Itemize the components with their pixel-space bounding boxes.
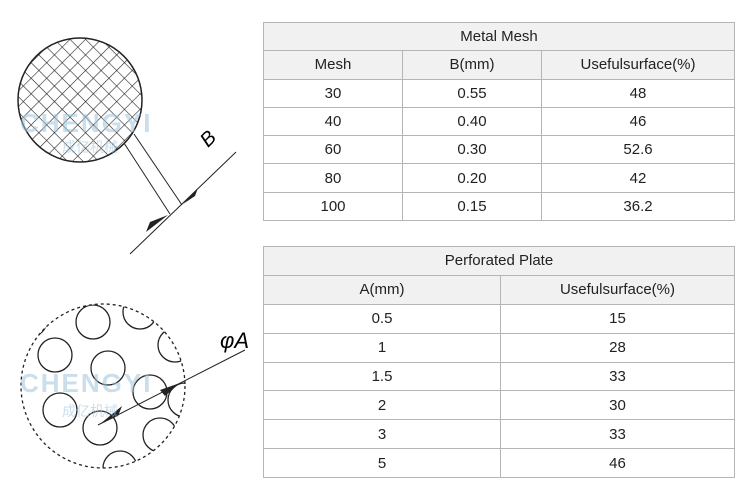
cell: 0.55 [402,78,542,108]
cell: 0.5 [263,303,501,334]
dimension-label: φA [220,328,249,353]
cell: 80 [263,163,403,193]
table-title: Perforated Plate [263,246,735,276]
cell: 30 [500,390,735,421]
title-row: Metal Mesh [262,21,736,52]
cell: 0.15 [402,191,542,222]
cell: 42 [540,163,736,193]
cell: 28 [500,332,735,363]
cell: 46 [500,448,735,479]
cell: 0.30 [402,135,542,165]
column-header: A(mm) [263,274,501,305]
data-row: 0.5 15 [263,303,735,334]
watermark-text: CHENGYI [20,368,152,398]
cell: 0.40 [402,106,542,137]
cell: 52.6 [540,135,736,165]
data-row: 60 0.30 52.6 [263,135,736,165]
watermark-subtext: 成亿机械 [62,403,118,419]
cell: 46 [540,106,736,137]
cell: 48 [540,78,736,108]
watermark: CHENGYI 成亿机械 CHENGYI 成亿机械 [20,108,152,419]
column-header: Mesh [263,50,403,80]
cell: 1.5 [263,361,501,392]
dimension-label: B [196,127,221,152]
header-row: Mesh B(mm) Usefulsurface(%) [263,50,736,80]
cell: 36.2 [540,191,736,222]
diagrams: B φA CHENGYI 成亿机械 CHENGYI 成亿机械 [17,37,249,469]
mesh-drawing: B [17,37,237,255]
watermark-subtext: 成亿机械 [62,139,118,155]
cell: 100 [263,191,403,222]
cell: 0.20 [402,163,542,193]
cell: 33 [500,419,735,450]
data-row: 40 0.40 46 [263,106,736,137]
cell: 1 [263,332,501,363]
cell: 30 [263,78,403,108]
cell: 2 [263,390,501,421]
title-row: Perforated Plate [263,246,735,276]
cell: 3 [263,419,501,450]
column-header: Usefulsurface(%) [500,274,735,305]
cell: 40 [263,106,403,137]
data-row: 1.5 33 [263,361,735,392]
data-row: 2 30 [263,390,735,421]
data-row: 3 33 [263,419,735,450]
cell: 15 [500,303,735,334]
cell: 33 [500,361,735,392]
table-title: Metal Mesh [262,21,736,52]
data-row: 5 46 [263,448,735,479]
cell: 5 [263,448,501,479]
cell: 60 [263,135,403,165]
mesh-table: Metal Mesh Mesh B(mm) Usefulsurface(%) 30 0.5… [262,21,736,222]
watermark-text: CHENGYI [20,108,152,138]
data-row: 30 0.55 48 [263,78,736,108]
data-row: 100 0.15 36.2 [263,191,736,222]
plate-table: Perforated Plate A(mm) Usefulsurface(%) 0.5… [263,246,735,479]
header-row: A(mm) Usefulsurface(%) [263,274,735,305]
data-row: 80 0.20 42 [263,163,736,193]
data-row: 1 28 [263,332,735,363]
column-header: Usefulsurface(%) [540,50,736,80]
column-header: B(mm) [402,50,542,80]
